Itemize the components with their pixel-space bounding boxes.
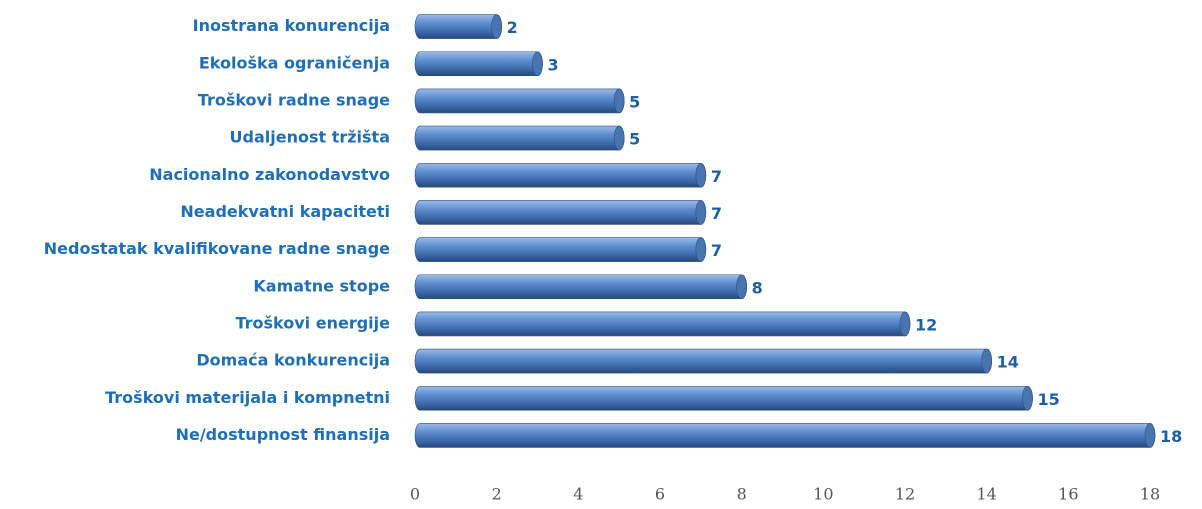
bar	[414, 200, 707, 225]
category-label: Ne/dostupnost finansija	[176, 425, 390, 444]
bar	[414, 423, 1156, 448]
bar-cap	[613, 88, 625, 114]
bar-cap	[899, 311, 911, 337]
bar-cap	[695, 237, 707, 262]
bar	[414, 51, 543, 77]
value-label: 5	[629, 130, 640, 149]
x-tick-label: 14	[976, 485, 996, 504]
category-label: Kamatne stope	[253, 276, 390, 295]
category-label: Troškovi materijala i kompnetni	[105, 388, 390, 407]
value-label: 7	[711, 167, 722, 186]
bar-cap	[695, 200, 707, 225]
value-label: 15	[1038, 390, 1060, 409]
x-tick-label: 6	[655, 485, 665, 504]
category-label: Inostrana konurencija	[193, 16, 390, 35]
bar-cap	[1022, 385, 1033, 411]
bar	[414, 237, 707, 262]
bar-cap	[695, 162, 707, 188]
bar	[414, 385, 1033, 411]
bar	[414, 311, 911, 337]
x-tick-label: 8	[737, 485, 747, 504]
category-label: Troškovi energije	[235, 313, 390, 332]
x-tick-label: 10	[813, 485, 833, 504]
value-label: 7	[711, 204, 722, 223]
category-label: Domaća konkurencija	[196, 351, 390, 370]
category-label: Troškovi radne snage	[198, 90, 390, 109]
x-tick-label: 18	[1140, 485, 1160, 504]
x-tick-label: 16	[1058, 485, 1078, 504]
bar	[414, 348, 992, 374]
bar-cap	[613, 125, 625, 151]
x-tick-label: 12	[895, 485, 915, 504]
value-label: 2	[507, 18, 518, 37]
bar	[414, 88, 625, 114]
category-label: Udaljenost tržišta	[230, 128, 391, 147]
category-label: Nedostatak kvalifikovane radne snage	[44, 239, 390, 258]
category-label: Neadekvatni kapaciteti	[180, 202, 390, 221]
value-label: 8	[752, 278, 763, 297]
bar	[414, 125, 625, 151]
x-tick-label: 0	[410, 485, 420, 504]
x-tick-label: 2	[492, 485, 502, 504]
category-label: Nacionalno zakonodavstvo	[149, 165, 390, 184]
bar	[414, 162, 707, 188]
bar-cap	[1144, 423, 1156, 448]
bar	[414, 274, 747, 300]
value-label: 3	[548, 55, 559, 74]
value-label: 14	[997, 353, 1019, 372]
value-label: 12	[915, 315, 937, 334]
bar-cap	[532, 51, 543, 77]
value-label: 18	[1160, 427, 1182, 446]
bar-cap	[736, 274, 747, 300]
bar	[414, 14, 502, 39]
bar-cap	[491, 14, 502, 39]
value-label: 5	[629, 92, 640, 111]
value-label: 7	[711, 241, 722, 260]
x-tick-label: 4	[573, 485, 583, 504]
category-label: Ekološka ograničenja	[199, 53, 390, 72]
bar-cap	[981, 348, 992, 374]
